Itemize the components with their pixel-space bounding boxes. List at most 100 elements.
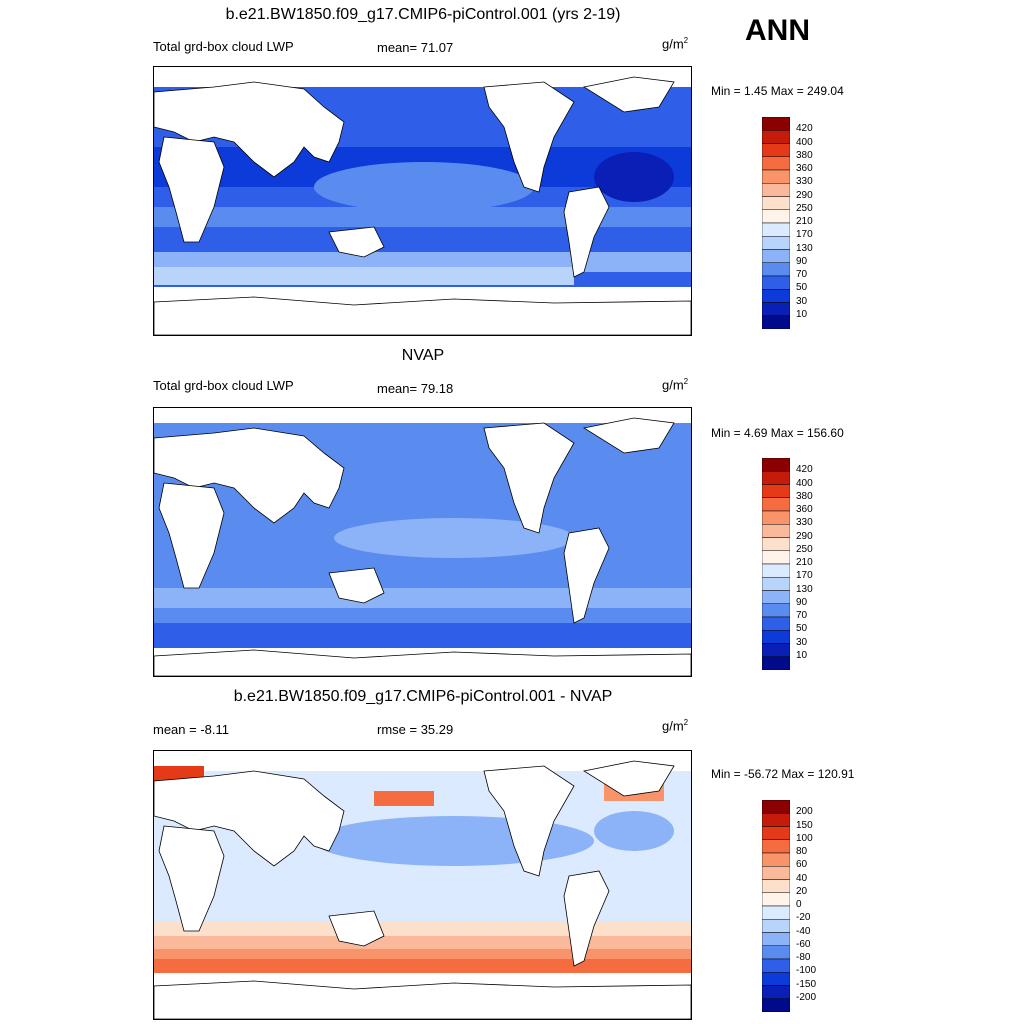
colorbar-tick-label: 80	[796, 846, 808, 857]
colorbar-swatch	[762, 222, 790, 237]
colorbar-swatch	[762, 958, 790, 973]
colorbar-tick-label: -100	[796, 965, 817, 977]
colorbar-swatch	[762, 497, 790, 512]
colorbar-tick-label: 70	[796, 269, 808, 280]
colorbar-tick-label: 250	[796, 543, 813, 555]
colorbar-swatch	[762, 156, 790, 171]
p2-ocean-band-south2	[154, 623, 691, 648]
colorbar-tick-label: 90	[796, 596, 808, 608]
colorbar-swatch	[762, 183, 790, 197]
colorbar-swatch	[762, 262, 790, 277]
panel1-left-label: Total grd-box cloud LWP	[153, 39, 294, 54]
colorbar-tick-label: 400	[796, 136, 813, 148]
panel1-title: b.e21.BW1850.f09_g17.CMIP6-piControl.001…	[225, 6, 621, 23]
colorbar-tick-label: -20	[796, 912, 811, 924]
p2-land	[154, 417, 691, 676]
colorbar-swatch	[762, 289, 790, 303]
panel3-map	[153, 750, 692, 1020]
colorbar-swatch	[762, 169, 790, 184]
colorbar-tick-label: 20	[796, 885, 808, 897]
colorbar-tick-label: 0	[796, 899, 802, 910]
colorbar-swatch	[762, 143, 790, 157]
colorbar-tick-label: 330	[796, 176, 813, 188]
colorbar-swatch	[762, 484, 790, 498]
colorbar-tick-label: -150	[796, 978, 817, 990]
panel2-map	[153, 407, 692, 677]
colorbar-tick-label: -60	[796, 938, 811, 950]
panel1-minmax: Min = 1.45 Max = 249.04	[711, 84, 844, 98]
colorbar-tick-label: 130	[796, 242, 813, 254]
colorbar-swatch	[762, 985, 790, 999]
colorbar-tick-label: 130	[796, 583, 813, 595]
panel3-title: b.e21.BW1850.f09_g17.CMIP6-piControl.001…	[233, 688, 613, 705]
colorbar-swatch	[762, 800, 790, 814]
colorbar-tick-label: 30	[796, 295, 808, 307]
colorbar-tick-label: 360	[796, 504, 813, 515]
panel2-mean: mean= 79.18	[377, 381, 454, 396]
colorbar-tick-label: 60	[796, 859, 808, 871]
p1-ocean-band-south2	[154, 267, 574, 285]
p3-arctic-pos	[154, 766, 204, 781]
p1-atlantic-patch	[594, 152, 674, 202]
colorbar-tick-label: 10	[796, 649, 808, 661]
colorbar-tick-label: 70	[796, 610, 808, 621]
panel1-map	[153, 66, 692, 336]
panel2-colorbar	[762, 458, 790, 670]
panel3-units: g/m2	[662, 718, 689, 734]
panel1-colorbar	[762, 117, 790, 329]
colorbar-tick-label: 380	[796, 490, 813, 502]
panel2-left-label: Total grd-box cloud LWP	[153, 378, 294, 393]
colorbar-swatch	[762, 209, 790, 224]
colorbar-tick-label: 380	[796, 149, 813, 161]
colorbar-tick-label: -80	[796, 952, 811, 963]
colorbar-tick-label: -200	[796, 991, 817, 1003]
colorbar-swatch	[762, 577, 790, 591]
colorbar-tick-label: 420	[796, 123, 813, 135]
colorbar-swatch	[762, 919, 790, 933]
colorbar-tick-label: 40	[796, 872, 808, 884]
colorbar-swatch	[762, 879, 790, 893]
panel3-minmax: Min = -56.72 Max = 120.91	[711, 767, 855, 781]
colorbar-swatch	[762, 275, 790, 290]
p1-land	[154, 76, 691, 335]
colorbar-swatch	[762, 130, 790, 144]
colorbar-swatch	[762, 117, 790, 131]
colorbar-swatch	[762, 998, 790, 1012]
colorbar-tick-label: 420	[796, 464, 813, 476]
p3-land	[154, 760, 691, 1019]
colorbar-tick-label: 170	[796, 570, 813, 582]
panel2-minmax: Min = 4.69 Max = 156.60	[711, 426, 844, 440]
panel3-colorbar	[762, 800, 790, 1012]
colorbar-swatch	[762, 510, 790, 525]
colorbar-swatch	[762, 563, 790, 578]
colorbar-swatch	[762, 590, 790, 604]
colorbar-swatch	[762, 236, 790, 250]
colorbar-swatch	[762, 630, 790, 644]
colorbar-tick-label: 170	[796, 229, 813, 241]
colorbar-swatch	[762, 643, 790, 657]
p3-atlantic-neg	[594, 811, 674, 851]
colorbar-tick-label: -40	[796, 925, 811, 937]
colorbar-tick-label: 50	[796, 623, 808, 635]
colorbar-swatch	[762, 905, 790, 920]
colorbar-swatch	[762, 471, 790, 485]
colorbar-swatch	[762, 656, 790, 670]
colorbar-swatch	[762, 550, 790, 565]
colorbar-swatch	[762, 315, 790, 329]
colorbar-swatch	[762, 616, 790, 631]
p1-pacific-patch	[314, 162, 534, 212]
colorbar-tick-label: 330	[796, 517, 813, 529]
p2-tropic-band	[334, 518, 574, 558]
colorbar-tick-label: 90	[796, 255, 808, 267]
p3-south-band4	[154, 959, 691, 973]
colorbar-tick-label: 290	[796, 189, 813, 201]
colorbar-swatch	[762, 458, 790, 472]
panel2-title: NVAP	[401, 347, 445, 364]
colorbar-swatch	[762, 972, 790, 986]
colorbar-swatch	[762, 932, 790, 946]
colorbar-tick-label: 10	[796, 308, 808, 320]
colorbar-swatch	[762, 603, 790, 618]
panel1-units: g/m2	[662, 36, 689, 52]
colorbar-tick-label: 360	[796, 163, 813, 174]
panel2-units: g/m2	[662, 377, 689, 393]
